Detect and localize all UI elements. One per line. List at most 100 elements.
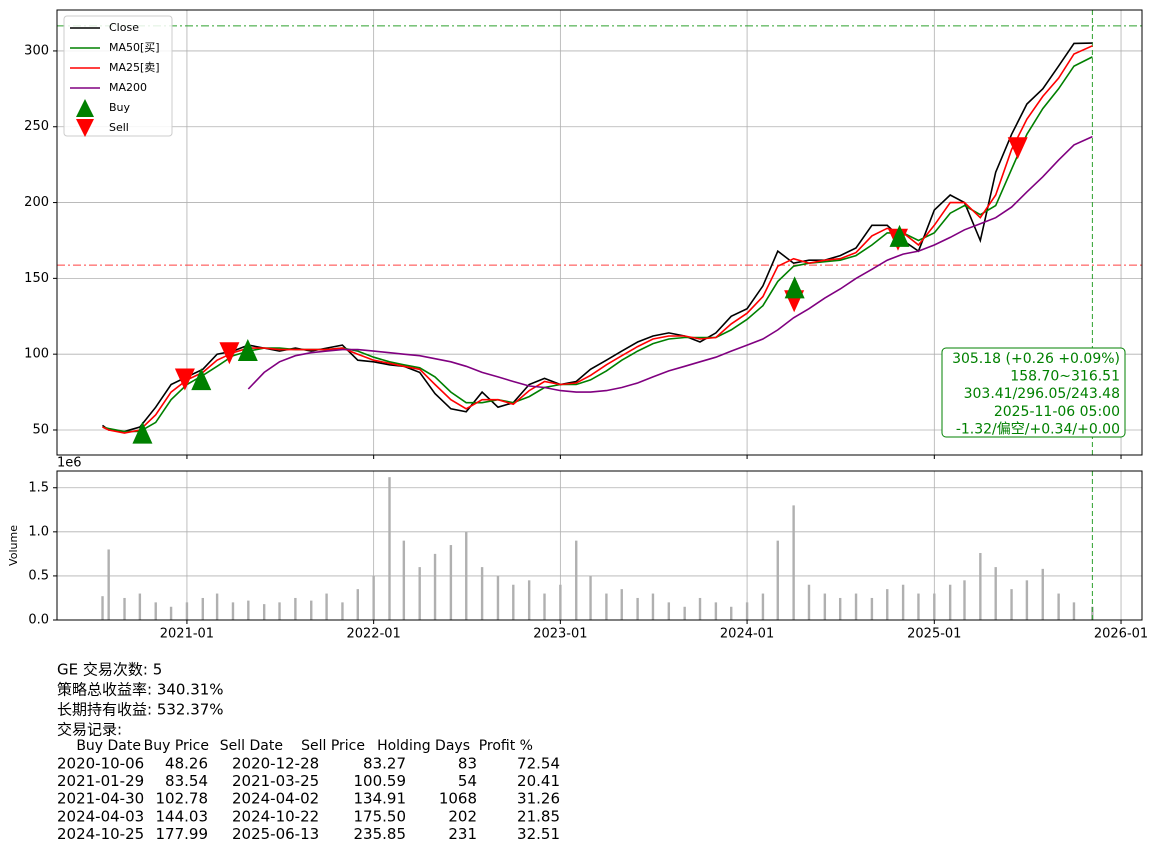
volume-bar [325,593,328,620]
offset-label: 1e6 [57,456,82,471]
buy-marker [784,276,805,299]
volume-bar [605,593,608,620]
table-cell: 31.26 [517,790,560,808]
table-header: Sell Price [301,738,365,754]
table-cell: 83.54 [165,772,208,790]
table-cell: 2021-01-29 [57,772,144,790]
table-cell: 231 [448,825,477,843]
x-tick-label: 2025-01 [907,627,961,642]
volume-bar [527,580,531,620]
table-cell: 235.85 [354,825,407,843]
volume-bar [698,597,702,620]
y-tick-label: 100 [24,347,49,362]
y-tick-label: 50 [32,422,49,437]
y-tick-label: 300 [24,43,49,58]
volume-bar [994,567,997,620]
volume-bar [823,593,827,620]
x-tick-label: 2021-01 [160,627,214,642]
legend-label: Sell [109,121,129,134]
report-line: 交易记录: [57,721,122,739]
volume-bar [1041,568,1044,620]
volume-bar [123,597,126,620]
volume-bar [107,549,110,620]
volume-bar [854,593,858,620]
annotation-text: 303.41/296.05/243.48 [964,386,1120,402]
volume-bar [651,593,655,620]
table-cell: 2021-03-25 [232,772,319,790]
volume-bar [215,593,219,620]
volume-bar [886,589,889,620]
report-line: 长期持有收益: 532.37% [57,701,224,719]
volume-bar [776,540,779,620]
table-cell: 2025-06-13 [232,825,319,843]
volume-bar [449,545,453,620]
table-header: Sell Date [220,738,283,754]
volume-bar [1010,589,1013,620]
legend-label: MA50[买] [109,41,160,54]
volume-bar [589,575,592,620]
volume-bar [341,602,344,620]
table-cell: 2020-10-06 [57,755,144,773]
table-header: Buy Price [144,738,209,754]
volume-bar [154,602,157,620]
legend-box [63,15,173,137]
volume-bar [262,604,266,620]
table-header: Holding Days [377,738,470,754]
buy-marker [889,224,910,247]
volume-bar [372,575,375,620]
volume-bar [838,597,842,620]
table-cell: 2024-10-25 [57,825,144,843]
volume-bar [294,597,297,620]
x-tick-label: 2026-01 [1094,627,1148,642]
y-tick-label: 1.5 [28,480,49,495]
volume-bar [714,602,718,620]
table-cell: 202 [448,807,477,825]
table-cell: 102.78 [156,790,209,808]
y-tick-label: 250 [24,119,49,134]
y-tick-label: 0.5 [28,568,49,583]
y-axis-label: Volume [7,525,20,566]
table-cell: 83 [458,755,477,773]
y-tick-label: 0.0 [28,613,49,628]
plot-frame [56,9,1143,456]
annotation-text: 305.18 (+0.26 +0.09%) [952,351,1120,367]
table-cell: 54 [458,772,477,790]
table-cell: 2020-12-28 [232,755,319,773]
volume-bar [870,597,874,620]
table-cell: 177.99 [156,825,209,843]
volume-bar [496,575,500,620]
volume-bar [418,567,421,620]
volume-bar [402,540,406,620]
price-line [247,135,1093,393]
volume-bar [388,477,391,620]
legend-swatch [76,99,94,117]
buy-marker [237,338,258,361]
volume-bar [559,584,562,620]
volume-bar [730,606,733,620]
annotation-text: -1.32/偏空/+0.34/+0.00 [956,421,1120,437]
volume-bar [512,584,515,620]
table-cell: 83.27 [363,755,406,773]
volume-bar [948,584,952,620]
volume-bar [979,552,982,620]
table-cell: 144.03 [156,807,209,825]
y-tick-label: 200 [24,195,49,210]
sell-marker [219,342,240,365]
legend-swatch [76,119,94,137]
table-cell: 100.59 [354,772,407,790]
table-cell: 48.26 [165,755,208,773]
table-cell: 2024-04-03 [57,807,144,825]
volume-bar [278,602,281,620]
annotation-box [941,347,1126,438]
volume-bar [185,602,189,620]
volume-bar [1057,593,1060,620]
x-tick-label: 2023-01 [533,627,587,642]
volume-bar [356,589,359,620]
volume-bar [231,602,235,620]
legend-label: MA25[卖] [109,61,160,74]
volume-bar [1025,580,1029,620]
volume-bar [1091,606,1094,620]
volume-bar [636,597,639,620]
table-cell: 2024-10-22 [232,807,319,825]
